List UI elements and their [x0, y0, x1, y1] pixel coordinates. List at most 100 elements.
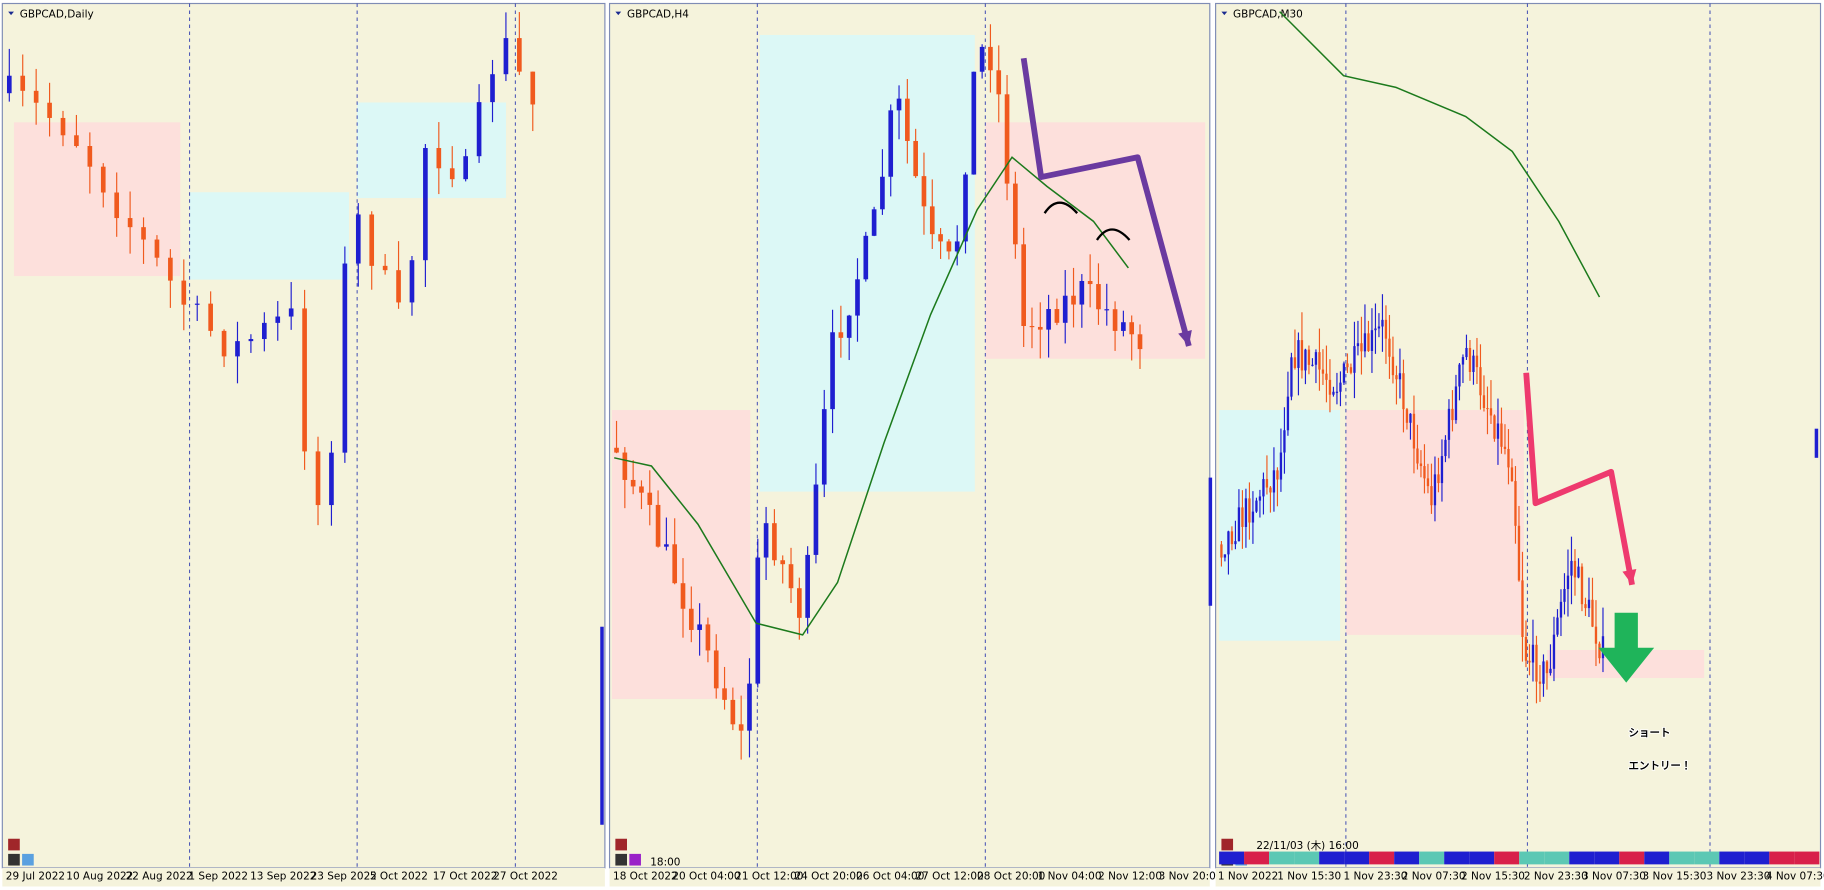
candle-body	[1472, 355, 1475, 373]
session-bar	[1519, 851, 1545, 865]
zone	[189, 192, 349, 280]
candle-body	[1573, 560, 1577, 578]
candle-body	[1601, 636, 1605, 659]
candle-body	[763, 523, 769, 558]
candle-body	[979, 46, 985, 72]
candle-body	[409, 260, 415, 303]
candle-body	[1234, 541, 1237, 545]
candle-body	[1465, 347, 1468, 358]
candle-body	[1503, 446, 1507, 449]
candle-body	[1482, 395, 1486, 408]
candle-body	[1475, 355, 1479, 368]
candle-body	[382, 265, 388, 271]
candle-body	[805, 554, 810, 618]
candle-body	[680, 583, 686, 609]
session-bar	[1419, 851, 1445, 865]
candle-body	[1398, 373, 1402, 380]
candle-body	[1500, 423, 1503, 447]
candle-body	[1384, 319, 1388, 339]
candle-body	[1037, 326, 1043, 330]
candle-body	[342, 263, 348, 453]
candle-body	[1300, 340, 1304, 371]
candle-body	[1112, 309, 1118, 331]
candle-body	[1307, 349, 1311, 365]
panel-button	[615, 838, 627, 851]
scroll-marker	[600, 626, 604, 825]
candle-body	[664, 544, 669, 547]
candle-body	[1440, 456, 1444, 484]
candle-body	[221, 330, 227, 357]
candle-body	[1230, 531, 1234, 545]
candle-body	[1321, 369, 1325, 374]
candle-body	[1451, 408, 1454, 421]
zone	[13, 122, 181, 277]
candle-body	[517, 38, 522, 72]
trend-arrow	[1523, 372, 1635, 586]
candle-body	[1556, 617, 1559, 635]
candle-body	[1454, 386, 1458, 421]
candle-body	[1545, 661, 1549, 674]
candle-body	[821, 409, 827, 485]
x-axis-label: 18 Oct 2022	[613, 871, 678, 883]
candle-body	[1566, 575, 1570, 590]
candle-body	[1580, 566, 1584, 605]
candle-body	[1339, 382, 1342, 392]
candle-body	[797, 588, 802, 618]
candle-body	[1409, 413, 1412, 423]
candle-body	[1121, 322, 1126, 331]
candle-body	[168, 257, 173, 281]
candle-body	[1227, 531, 1230, 555]
candle-body	[114, 192, 120, 219]
candle-body	[1367, 333, 1370, 351]
candle-body	[490, 74, 495, 103]
candle-body	[181, 280, 187, 305]
chart-title: GBPCAD,Daily	[20, 8, 94, 20]
x-axis-label: 26 Oct 04:00	[856, 871, 924, 883]
candle-body	[1314, 352, 1318, 365]
x-axis-label: 1 Nov 04:00	[1038, 871, 1102, 883]
panel-button	[8, 838, 20, 851]
session-bar	[1469, 851, 1495, 865]
session-bar	[1669, 851, 1695, 865]
candle-body	[1363, 333, 1367, 352]
candle-body	[1272, 470, 1276, 493]
candle-body	[74, 135, 79, 147]
x-axis-label: 1 Sep 2022	[188, 871, 248, 883]
candle-body	[1290, 357, 1293, 397]
candle-body	[1276, 470, 1279, 480]
session-bar	[1294, 851, 1320, 865]
candle-body	[1458, 364, 1461, 387]
candle-body	[1412, 413, 1416, 449]
candle-body	[1129, 322, 1135, 335]
candle-body	[1426, 478, 1430, 487]
x-axis-label: 20 Oct 04:00	[672, 871, 740, 883]
session-bar	[1569, 851, 1595, 865]
candle-body	[275, 316, 281, 323]
panel-button	[1221, 838, 1234, 851]
candle-body	[302, 308, 307, 452]
candle-body	[1419, 463, 1423, 467]
candle-body	[1071, 295, 1076, 305]
candle-body	[1262, 479, 1265, 497]
candle-body	[1486, 407, 1489, 410]
panel-button	[629, 853, 641, 866]
panel-button	[8, 853, 20, 866]
candle-body	[1021, 244, 1026, 326]
candle-body	[971, 71, 977, 175]
candle-body	[938, 234, 943, 242]
candle-body	[1517, 525, 1521, 581]
candle-body	[1598, 643, 1601, 659]
candle-body	[100, 166, 106, 193]
candle-body	[1405, 409, 1409, 423]
candle-body	[1046, 309, 1051, 330]
candle-body	[1391, 356, 1395, 376]
candle-body	[1360, 343, 1363, 352]
candle-body	[1332, 391, 1335, 395]
candle-body	[672, 544, 678, 584]
axis-strip	[609, 867, 1210, 887]
candle-body	[1328, 379, 1332, 395]
x-axis-label: 13 Sep 2022	[250, 871, 316, 883]
candle-body	[60, 117, 66, 136]
x-axis-label: 27 Oct 2022	[493, 871, 558, 883]
